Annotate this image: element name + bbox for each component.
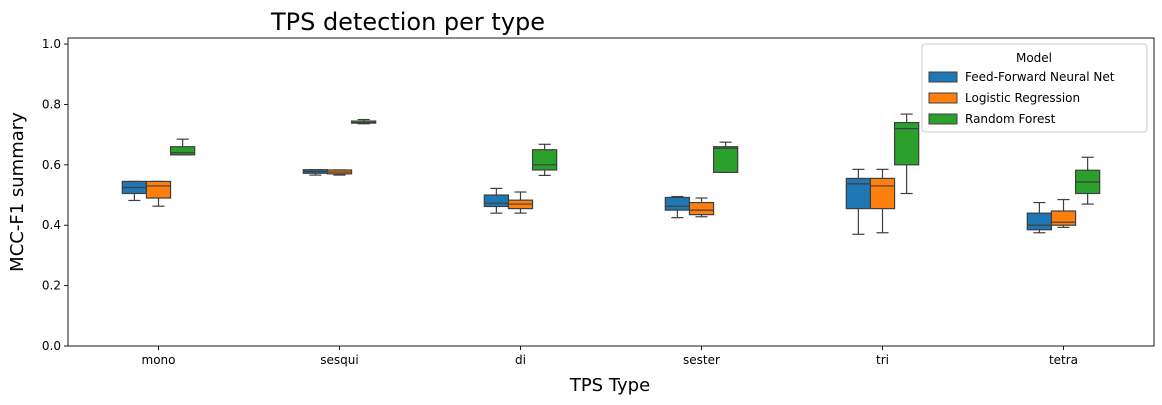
y-axis-label: MCC-F1 summary bbox=[7, 112, 28, 272]
x-tick-label: sester bbox=[683, 353, 720, 367]
box-random-forest-mono bbox=[169, 138, 196, 156]
box-body bbox=[1050, 210, 1077, 226]
plot-frame bbox=[67, 37, 1155, 347]
x-tick-label: di bbox=[515, 353, 526, 367]
y-tick-label: 0.0 bbox=[42, 339, 61, 353]
y-tick-label: 0.2 bbox=[42, 279, 61, 293]
box-body bbox=[483, 194, 510, 208]
chart-title: TPS detection per type bbox=[270, 8, 545, 36]
box-feed-forward-neural-net-sester bbox=[664, 195, 691, 219]
box-body bbox=[845, 177, 872, 210]
y-tick-label: 0.4 bbox=[42, 218, 61, 232]
box-feed-forward-neural-net-tri bbox=[845, 168, 872, 235]
y-tick-label: 0.6 bbox=[42, 158, 61, 172]
box-feed-forward-neural-net-di bbox=[483, 187, 510, 214]
x-tick-label: tetra bbox=[1049, 353, 1078, 367]
x-axis-label: TPS Type bbox=[569, 375, 650, 396]
box-random-forest-tri bbox=[893, 113, 920, 195]
box-random-forest-di bbox=[531, 143, 558, 176]
box-body bbox=[145, 180, 172, 199]
y-axis: 0.0 0.2 0.4 0.6 0.8 1.0 bbox=[42, 37, 68, 353]
y-tick-label: 1.0 bbox=[42, 37, 61, 51]
box-feed-forward-neural-net-sesqui bbox=[302, 169, 329, 176]
box-logistic-regression-tetra bbox=[1050, 198, 1077, 228]
box-body bbox=[893, 121, 920, 166]
box-body bbox=[531, 149, 558, 171]
box-feed-forward-neural-net-tetra bbox=[1026, 201, 1053, 234]
legend-entry: Logistic Regression bbox=[965, 91, 1080, 105]
legend-swatch bbox=[928, 113, 958, 125]
x-tick-label: mono bbox=[142, 353, 176, 367]
y-tick-label: 0.8 bbox=[42, 97, 61, 111]
box-random-forest-sesqui bbox=[350, 118, 377, 125]
legend-swatch bbox=[928, 92, 958, 104]
legend-frame bbox=[921, 43, 1148, 133]
legend-entry: Random Forest bbox=[965, 112, 1056, 126]
box-logistic-regression-mono bbox=[145, 180, 172, 207]
x-tick-label: tri bbox=[876, 353, 889, 367]
box-body bbox=[1026, 212, 1053, 231]
box-logistic-regression-tri bbox=[869, 168, 896, 234]
box-body bbox=[169, 146, 196, 156]
legend-items: Feed-Forward Neural Net Logistic Regressi… bbox=[928, 70, 1115, 126]
box-body bbox=[688, 201, 715, 216]
plot-area bbox=[121, 113, 1101, 235]
box-random-forest-tetra bbox=[1074, 156, 1101, 205]
box-logistic-regression-sesqui bbox=[326, 169, 353, 176]
legend-swatch bbox=[928, 71, 958, 83]
legend-entry: Feed-Forward Neural Net bbox=[965, 70, 1115, 84]
box-feed-forward-neural-net-mono bbox=[121, 180, 148, 202]
box-random-forest-sester bbox=[712, 141, 739, 173]
box-body bbox=[869, 177, 896, 210]
box-logistic-regression-sester bbox=[688, 197, 715, 218]
box-body bbox=[664, 196, 691, 211]
x-axis: mono sesqui di sester tri tetra bbox=[142, 346, 1078, 367]
box-body bbox=[712, 146, 739, 173]
x-tick-label: sesqui bbox=[320, 353, 358, 367]
legend: Model Feed-Forward Neural Net Logistic Re… bbox=[921, 43, 1148, 133]
box-logistic-regression-di bbox=[507, 191, 534, 214]
legend-title: Model bbox=[1016, 51, 1052, 65]
